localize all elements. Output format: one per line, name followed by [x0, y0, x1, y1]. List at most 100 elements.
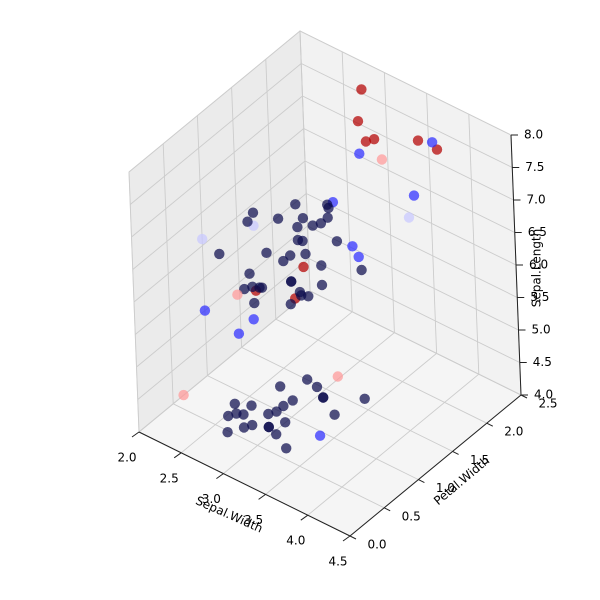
- scatter-point: [408, 190, 420, 201]
- data-points: [178, 84, 443, 454]
- z-tick-label: 6.0: [529, 258, 548, 272]
- x-axis-line: [138, 431, 351, 537]
- scatter-point: [232, 289, 243, 300]
- scatter-point: [247, 419, 258, 431]
- x-tick-mark: [131, 431, 140, 438]
- grid-line: [129, 63, 302, 205]
- scatter-point: [314, 430, 326, 441]
- scatter-point: [271, 429, 282, 440]
- scatter-point: [287, 395, 298, 406]
- scatter-point: [233, 328, 245, 339]
- scatter-point: [261, 247, 272, 258]
- scatter-point: [353, 251, 364, 263]
- z-tick-label: 7.0: [527, 193, 546, 207]
- scatter-point: [297, 213, 309, 224]
- scatter-point: [280, 417, 291, 428]
- scatter-point: [222, 427, 233, 438]
- scatter-point: [278, 255, 289, 267]
- z-tick-label: 5.0: [532, 323, 551, 337]
- scatter-point: [199, 305, 211, 316]
- scatter-point: [376, 154, 388, 165]
- grid-line: [307, 225, 519, 331]
- grid-line: [306, 193, 518, 298]
- scatter-point: [286, 276, 297, 287]
- scatter-point: [256, 282, 268, 293]
- grid-line: [275, 318, 487, 424]
- scatter-point: [285, 250, 296, 261]
- scatter-point: [431, 144, 443, 155]
- scatter-point: [347, 241, 358, 252]
- x-tick-mark: [258, 493, 266, 500]
- scatter-point: [285, 299, 296, 310]
- grid-line: [299, 30, 512, 136]
- grid-line: [303, 128, 515, 233]
- scatter-point: [368, 134, 380, 145]
- y-tick-label: 0.5: [402, 509, 421, 523]
- y-tick-label: 2.0: [504, 425, 523, 439]
- scatter-point: [248, 314, 259, 325]
- z-tick-label: 6.5: [528, 225, 547, 239]
- scatter-point: [197, 233, 208, 245]
- grid-line: [132, 128, 305, 270]
- scatter-point: [359, 393, 370, 404]
- z-tick-label: 8.0: [524, 128, 543, 142]
- axis-lines: [131, 134, 528, 542]
- scatter-point: [231, 408, 242, 419]
- y-tick-label: 2.5: [538, 397, 557, 411]
- scatter-point: [426, 137, 438, 148]
- x-tick-label: 2.5: [160, 471, 179, 485]
- scatter-point: [311, 381, 323, 393]
- scatter-point: [332, 371, 343, 382]
- scatter-point: [412, 135, 424, 146]
- grid-line: [302, 95, 514, 201]
- scatter-point: [247, 207, 259, 218]
- grid-line: [207, 375, 419, 481]
- x-tick-label: 3.0: [202, 492, 221, 506]
- y-axis-line: [349, 394, 522, 537]
- scatter-point: [239, 283, 250, 295]
- scatter-point: [290, 199, 301, 210]
- grid-line: [223, 332, 395, 474]
- scatter-point: [354, 148, 365, 159]
- grid-lines: [128, 30, 522, 537]
- y-tick-mark: [452, 450, 459, 455]
- y-tick-mark: [349, 535, 357, 540]
- grid-line: [180, 311, 353, 454]
- scatter-point: [302, 374, 313, 385]
- y-tick-mark: [418, 479, 425, 484]
- scatter-point: [323, 202, 334, 214]
- scatter-point: [278, 400, 289, 412]
- scatter-point: [238, 422, 250, 433]
- grid-line: [133, 160, 306, 303]
- scatter-point: [229, 398, 240, 409]
- scatter-point: [242, 216, 253, 227]
- scatter-point: [223, 410, 234, 422]
- grid-line: [309, 290, 522, 396]
- z-tick-label: 4.5: [533, 355, 552, 369]
- scatter-point: [292, 221, 303, 233]
- y-tick-label: 1.5: [470, 453, 489, 467]
- grid-line: [173, 403, 385, 509]
- scatter-point: [403, 212, 415, 223]
- scatter-point: [316, 260, 327, 271]
- grid-line: [137, 258, 310, 400]
- z-axis-label: Sepal.Length: [530, 229, 544, 308]
- scatter-point: [272, 213, 284, 224]
- scatter-point: [249, 297, 260, 309]
- scatter-point: [281, 443, 292, 454]
- scatter-point: [307, 220, 318, 231]
- grid-line: [241, 346, 453, 452]
- scatter-point: [263, 421, 274, 433]
- scatter-point: [275, 381, 286, 392]
- scatter-point: [263, 408, 274, 420]
- z-tick-label: 4.0: [534, 388, 553, 402]
- x-tick-label: 4.0: [286, 534, 305, 548]
- scatter-point: [292, 234, 304, 246]
- z-tick-label: 5.5: [530, 290, 549, 304]
- x-tick-label: 2.0: [117, 451, 136, 465]
- scatter-point: [298, 261, 309, 273]
- grid-line: [301, 63, 513, 168]
- grid-line: [131, 95, 303, 238]
- scatter-point: [296, 290, 307, 301]
